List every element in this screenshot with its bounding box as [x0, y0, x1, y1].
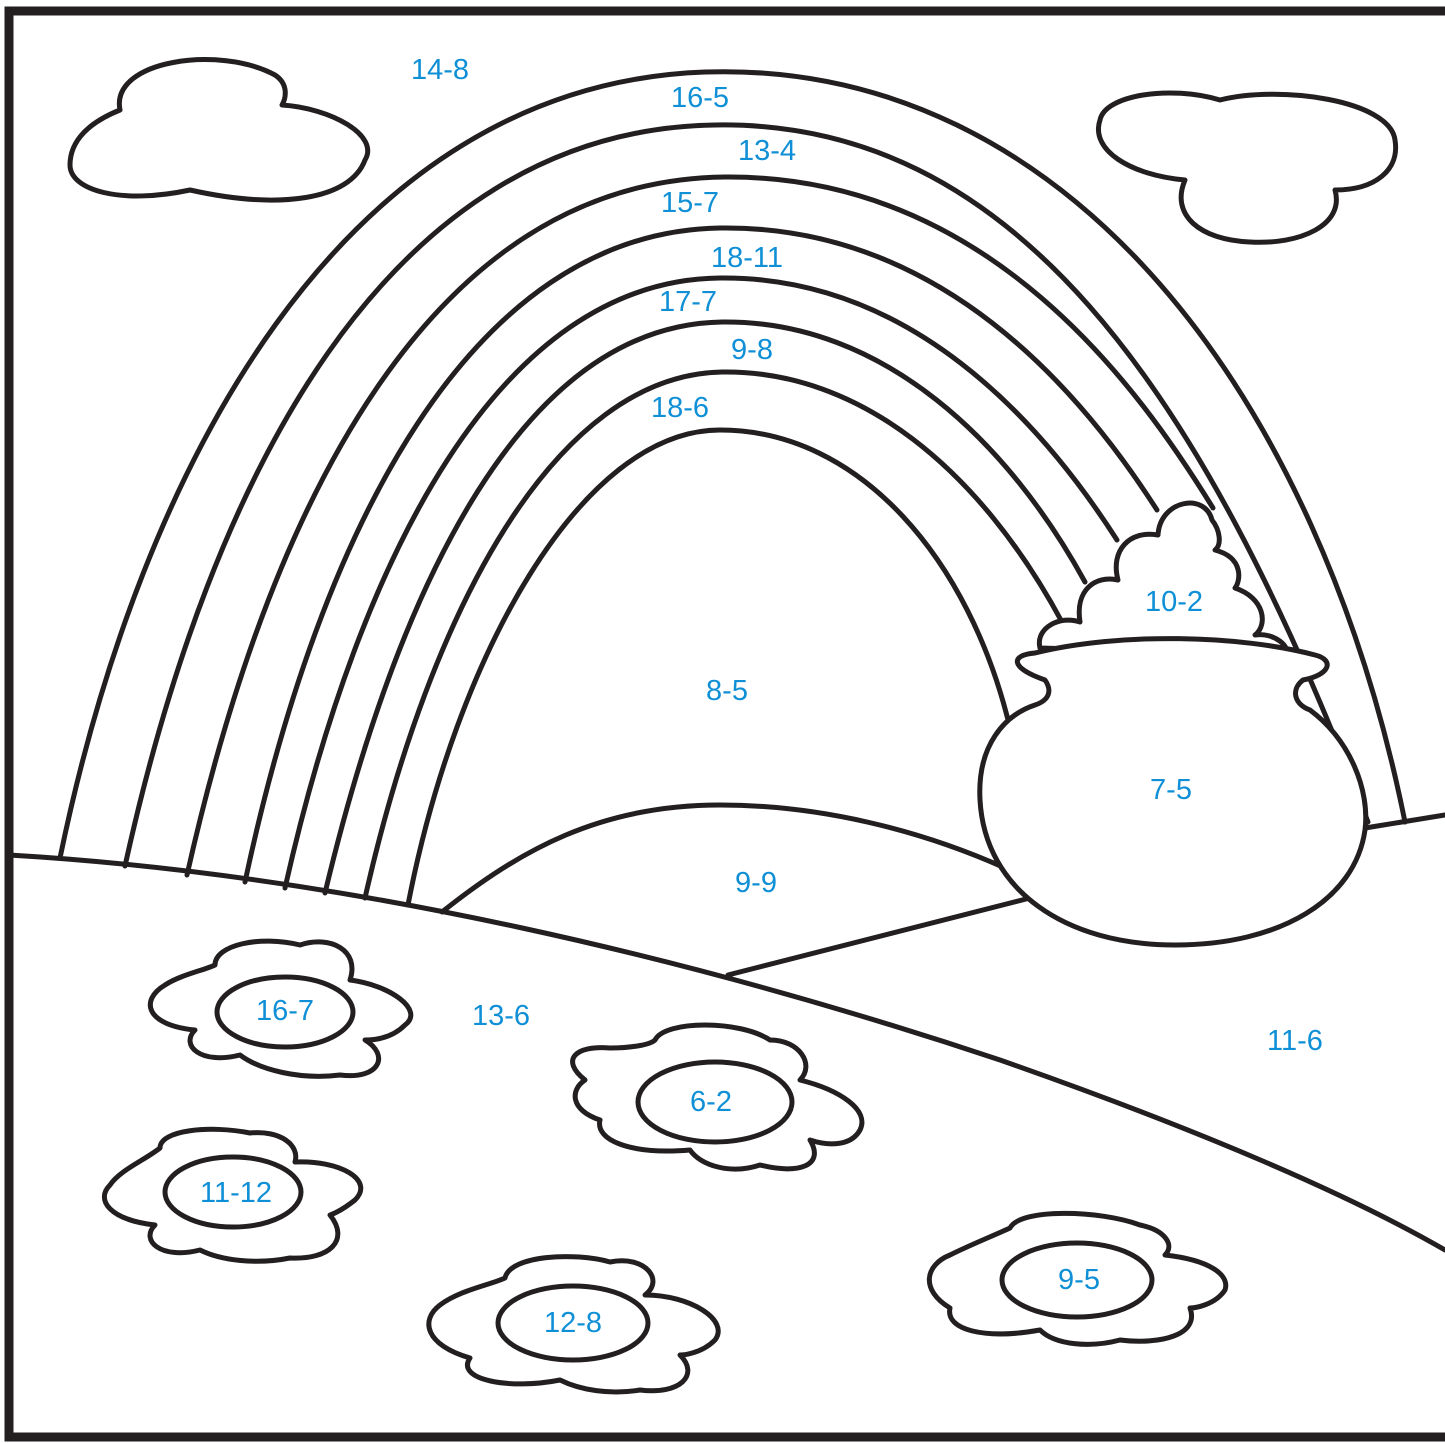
- label-band-3: 15-7: [661, 187, 719, 219]
- rainbow: [57, 69, 1408, 908]
- label-sky: 14-8: [411, 54, 469, 86]
- label-flower-3: 11-12: [200, 1177, 272, 1209]
- label-band-6: 9-8: [731, 334, 773, 366]
- rainbow-arc-4: [242, 225, 1160, 885]
- pot-of-gold: [977, 500, 1369, 948]
- number-labels: 14-8 16-5 13-4 15-7 18-11 17-7 9-8 18-6 …: [200, 54, 1323, 1339]
- rainbow-arc-1: [57, 69, 1408, 861]
- pot-body: [977, 636, 1369, 948]
- label-band-4: 18-11: [711, 242, 783, 274]
- front-ground-line: [6, 852, 1445, 1253]
- label-band-7: 18-6: [651, 392, 709, 424]
- label-inner-sky: 8-5: [706, 675, 748, 707]
- label-flower-4: 12-8: [544, 1307, 602, 1339]
- label-flower-2: 6-2: [690, 1086, 732, 1118]
- label-hill: 9-9: [735, 867, 777, 899]
- label-gold: 10-2: [1145, 586, 1203, 618]
- label-flower-1: 16-7: [256, 995, 314, 1027]
- label-band-5: 17-7: [659, 286, 717, 318]
- cloud-right: [1096, 90, 1399, 245]
- cloud-left: [67, 57, 370, 203]
- rainbow-arc-3: [184, 174, 1216, 878]
- flower-5: [926, 1210, 1229, 1347]
- pot-ground-line: [1362, 812, 1445, 831]
- rainbow-arc-6: [322, 319, 1088, 896]
- label-flower-5: 9-5: [1058, 1264, 1100, 1296]
- rainbow-arc-2: [122, 122, 1371, 869]
- flower-2: [570, 1022, 865, 1172]
- rainbow-arc-8: [405, 427, 1013, 908]
- label-band-1: 16-5: [671, 82, 729, 114]
- gold-coins: [1036, 500, 1290, 658]
- label-band-2: 13-4: [738, 135, 796, 167]
- hill-divider-line: [725, 895, 1033, 978]
- flower-1: [147, 938, 414, 1079]
- hill-back-line: [439, 802, 1008, 915]
- rainbow-arc-5: [282, 275, 1120, 891]
- label-grass-left: 13-6: [472, 1000, 530, 1032]
- flower-4: [426, 1254, 721, 1395]
- label-pot: 7-5: [1150, 774, 1192, 806]
- flower-3: [102, 1126, 364, 1264]
- label-grass-right: 11-6: [1267, 1025, 1323, 1057]
- rainbow-arc-7: [362, 369, 1065, 901]
